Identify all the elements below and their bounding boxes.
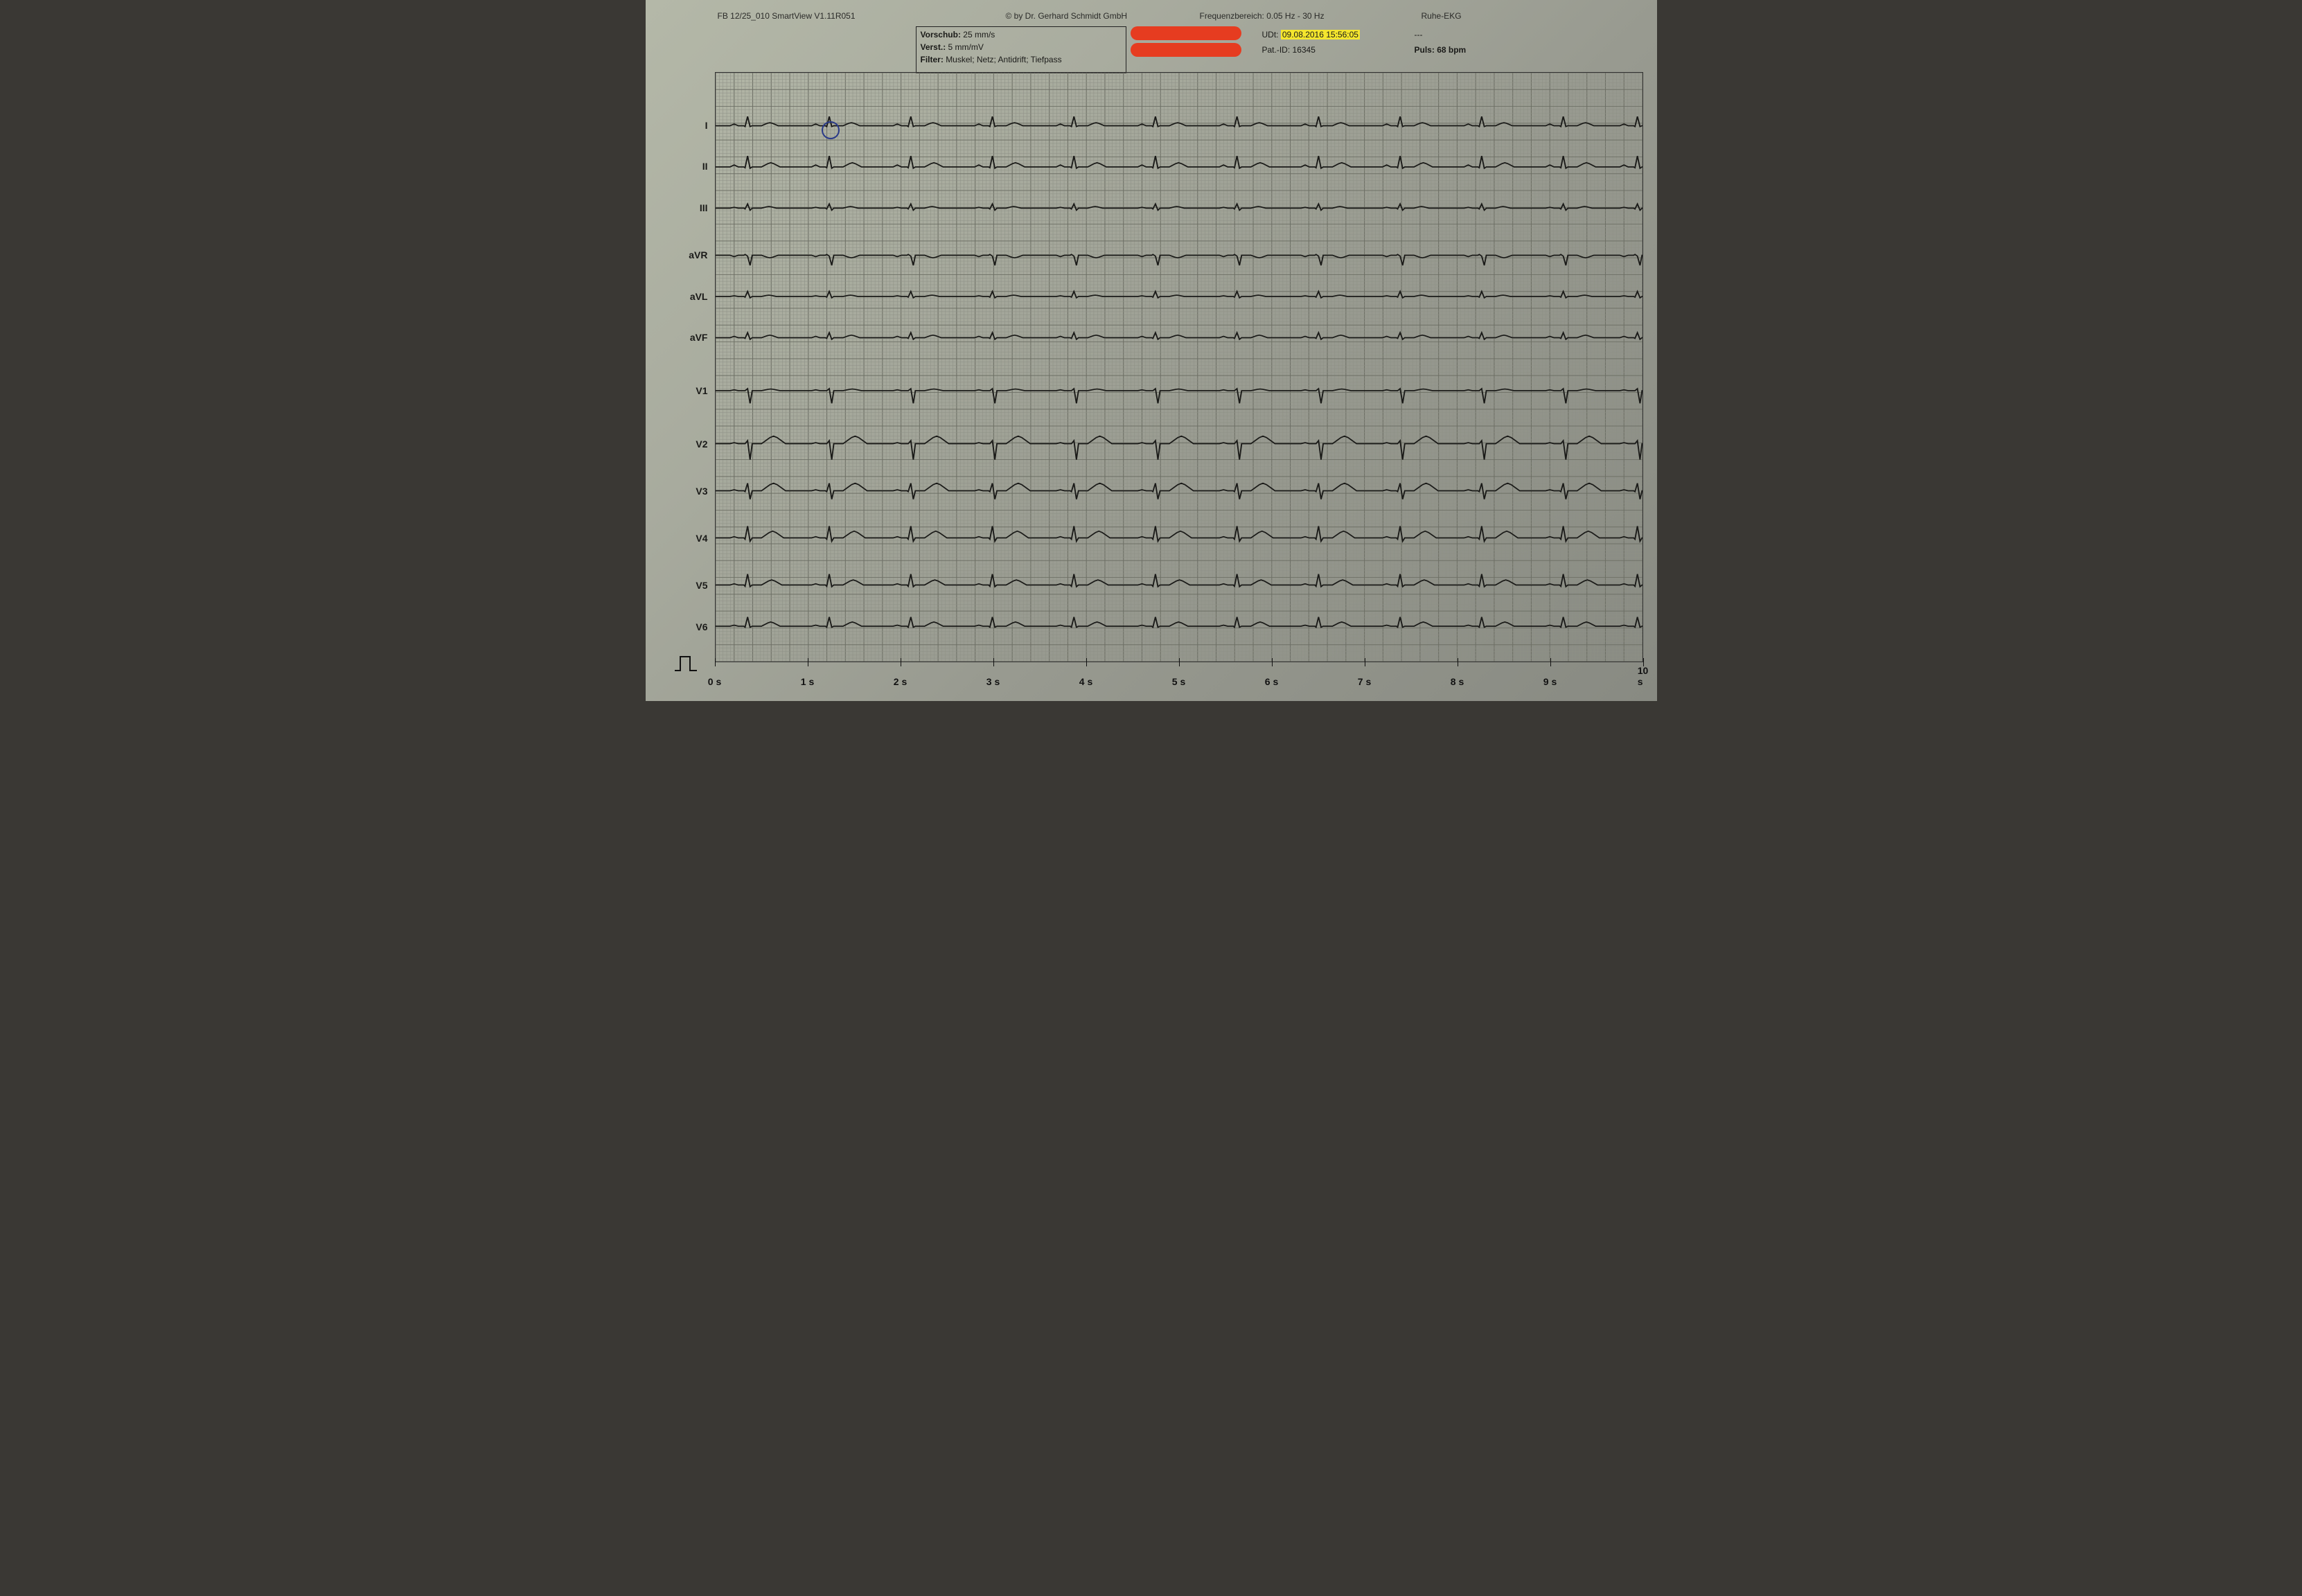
gain-label: Verst.:: [921, 42, 946, 52]
time-tick-label: 3 s: [986, 676, 1000, 687]
calibration-pulse-icon: [673, 653, 698, 676]
time-tick: [1272, 658, 1273, 666]
pulse-value: 68 bpm: [1437, 45, 1466, 55]
time-tick-label: 6 s: [1265, 676, 1278, 687]
time-tick-label: 2 s: [894, 676, 907, 687]
udt-label: UDt:: [1262, 30, 1279, 39]
lead-trace-V4: [716, 526, 1643, 542]
lead-trace-II: [716, 156, 1643, 168]
lead-label-aVF: aVF: [673, 332, 708, 343]
lead-trace-V1: [716, 389, 1643, 403]
annotation-circle-icon: [822, 121, 840, 139]
time-tick-label: 8 s: [1451, 676, 1464, 687]
lead-trace-V5: [716, 574, 1643, 587]
redaction-bar: [1131, 43, 1241, 57]
time-tick-label: 5 s: [1172, 676, 1185, 687]
time-axis: 0 s1 s2 s3 s4 s5 s6 s7 s8 s9 s10 s: [715, 666, 1643, 687]
copyright: © by Dr. Gerhard Schmidt GmbH: [1006, 11, 1128, 21]
redaction-bar: [1131, 26, 1241, 40]
lead-label-V3: V3: [673, 486, 708, 497]
patid-label: Pat.-ID:: [1262, 45, 1291, 55]
lead-label-V1: V1: [673, 385, 708, 396]
lead-trace-aVR: [716, 254, 1643, 265]
udt-value: 09.08.2016 15:56:05: [1281, 30, 1360, 39]
time-tick: [715, 658, 716, 666]
lead-trace-III: [716, 204, 1643, 210]
time-tick-label: 1 s: [801, 676, 814, 687]
lead-trace-V6: [716, 617, 1643, 628]
form-id: FB 12/25_010 SmartView V1.11R051: [718, 11, 856, 21]
pulse-label: Puls:: [1415, 45, 1435, 55]
patid-value: 16345: [1293, 45, 1316, 55]
lead-trace-aVL: [716, 292, 1643, 298]
lead-trace-V2: [716, 436, 1643, 460]
udt-block: UDt: 09.08.2016 15:56:05 Pat.-ID: 16345: [1262, 28, 1360, 57]
time-tick-label: 7 s: [1358, 676, 1371, 687]
time-tick: [1086, 658, 1087, 666]
filters-value: Muskel; Netz; Antidrift; Tiefpass: [946, 55, 1061, 64]
frequency-range: Frequenzbereich: 0.05 Hz - 30 Hz: [1200, 11, 1325, 21]
paper-speed-label: Vorschub:: [921, 30, 961, 39]
ecg-printout: FB 12/25_010 SmartView V1.11R051 © by Dr…: [646, 0, 1657, 701]
lead-label-V5: V5: [673, 580, 708, 591]
dash: ---: [1415, 30, 1423, 39]
lead-label-V6: V6: [673, 621, 708, 632]
time-tick-label: 4 s: [1079, 676, 1092, 687]
lead-label-aVL: aVL: [673, 291, 708, 302]
recording-type: Ruhe-EKG: [1422, 11, 1462, 21]
lead-label-V2: V2: [673, 438, 708, 450]
lead-label-II: II: [673, 161, 708, 172]
lead-trace-V3: [716, 484, 1643, 499]
lead-label-III: III: [673, 202, 708, 213]
time-tick: [993, 658, 994, 666]
time-tick: [1550, 658, 1551, 666]
lead-label-aVR: aVR: [673, 249, 708, 260]
paper-speed: Vorschub: 25 mm/s: [921, 28, 1122, 41]
time-tick-label: 9 s: [1543, 676, 1557, 687]
ecg-traces: [716, 73, 1643, 662]
settings-box: Vorschub: 25 mm/s Verst.: 5 mm/mV Filter…: [916, 26, 1126, 73]
header-top-row: FB 12/25_010 SmartView V1.11R051 © by Dr…: [646, 11, 1657, 25]
lead-label-I: I: [673, 120, 708, 131]
gain: Verst.: 5 mm/mV: [921, 41, 1122, 53]
filters: Filter: Muskel; Netz; Antidrift; Tiefpas…: [921, 53, 1122, 66]
time-tick: [1643, 658, 1644, 666]
filters-label: Filter:: [921, 55, 944, 64]
paper-speed-value: 25 mm/s: [963, 30, 995, 39]
lead-label-V4: V4: [673, 533, 708, 544]
pulse-block: --- Puls: 68 bpm: [1415, 28, 1467, 57]
gain-value: 5 mm/mV: [948, 42, 984, 52]
time-tick-label: 0 s: [708, 676, 721, 687]
time-tick-label: 10 s: [1638, 665, 1649, 687]
time-tick: [1179, 658, 1180, 666]
lead-trace-aVF: [716, 332, 1643, 339]
ecg-chart: [715, 72, 1643, 662]
lead-trace-I: [716, 116, 1643, 127]
